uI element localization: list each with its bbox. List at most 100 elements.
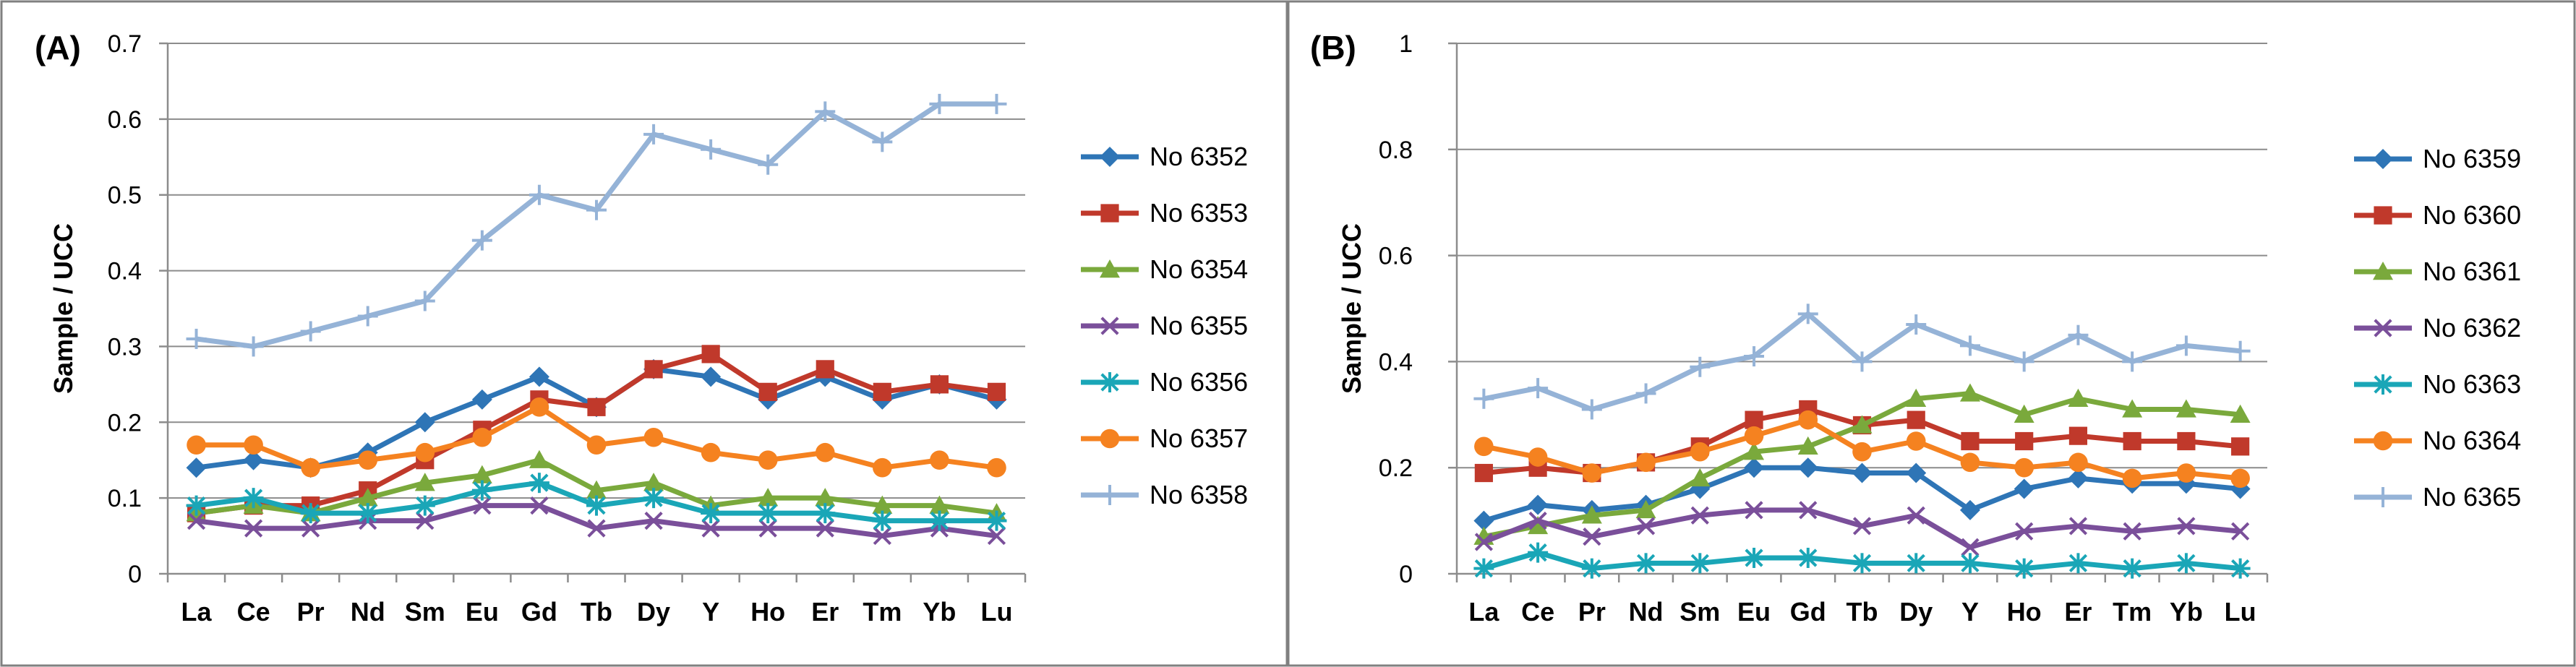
legend-item-no-6365: No 6365 xyxy=(2354,482,2521,512)
data-point xyxy=(1744,457,1765,478)
y-tick-label: 0.2 xyxy=(1379,455,1413,482)
data-point xyxy=(1473,558,1494,579)
data-point xyxy=(1581,505,1602,524)
panel-a: (A) 0 0.1 0.2 0.3 0.4 0.5 0.6 0.7 La Ce Pr Nd Sm Eu Gd T… xyxy=(35,29,1248,627)
data-point xyxy=(187,435,206,455)
series-no-6357 xyxy=(187,397,1006,478)
x-tick-label-gd: Gd xyxy=(521,597,557,627)
data-point xyxy=(471,465,492,483)
data-point xyxy=(301,519,320,538)
data-point xyxy=(1745,410,1763,429)
legend-marker xyxy=(2374,206,2392,225)
y-tick-label: 0 xyxy=(1399,561,1413,588)
data-point xyxy=(587,397,606,416)
legend-label: No 6353 xyxy=(1150,198,1248,228)
data-point xyxy=(529,184,549,205)
data-point xyxy=(2014,351,2034,372)
legend-marker xyxy=(2373,262,2393,280)
legend-marker xyxy=(2373,431,2393,451)
data-point xyxy=(357,503,378,524)
data-point xyxy=(1528,494,1549,515)
data-point xyxy=(758,154,779,175)
data-point xyxy=(2175,553,2196,574)
data-point xyxy=(2014,404,2034,423)
data-point xyxy=(1959,499,1980,520)
data-point xyxy=(301,457,320,478)
data-point xyxy=(1635,383,1656,404)
data-point xyxy=(929,510,950,531)
x-tick-label-tm: Tm xyxy=(2113,597,2152,627)
data-point xyxy=(873,457,892,478)
data-point xyxy=(2015,522,2034,541)
y-axis-title: Sample / UCC xyxy=(1337,223,1366,394)
data-point xyxy=(1906,314,1927,335)
y-axis-title: Sample / UCC xyxy=(48,223,78,394)
data-point xyxy=(1690,468,1711,487)
data-point xyxy=(1690,553,1711,574)
x-tick-label-ce: Ce xyxy=(1521,597,1554,627)
data-point xyxy=(644,360,663,379)
legend-marker xyxy=(2373,487,2393,507)
data-point xyxy=(2177,431,2196,451)
data-point xyxy=(2014,558,2034,579)
y-tick-label: 0 xyxy=(128,561,142,588)
x-tick-label-la: La xyxy=(1468,597,1499,627)
y-tick-label: 0.2 xyxy=(108,409,142,436)
data-point xyxy=(2068,553,2089,574)
data-point xyxy=(1744,426,1764,446)
data-point xyxy=(586,480,607,499)
data-point xyxy=(1528,447,1548,467)
legend-label: No 6363 xyxy=(2423,369,2521,399)
x-tick-label-nd: Nd xyxy=(351,597,385,627)
legend-item-no-6363: No 6363 xyxy=(2354,369,2521,399)
x-tick-label-y: Y xyxy=(1961,597,1979,627)
data-point xyxy=(586,435,607,455)
data-point xyxy=(2175,399,2196,418)
panel-label: (A) xyxy=(35,29,81,66)
x-tick-label-gd: Gd xyxy=(1790,597,1826,627)
data-point xyxy=(816,519,834,538)
legend-marker xyxy=(2374,319,2392,337)
data-point xyxy=(872,132,893,152)
legend-marker xyxy=(1100,372,1120,392)
y-tick-label: 0.4 xyxy=(108,258,142,285)
x-tick-label-dy: Dy xyxy=(637,597,670,627)
data-point xyxy=(1473,510,1494,531)
y-tick-label: 0.6 xyxy=(1379,243,1413,270)
data-point xyxy=(244,435,263,455)
data-point xyxy=(1852,517,1872,535)
data-point xyxy=(2231,522,2250,541)
x-tick-label-dy: Dy xyxy=(1899,597,1933,627)
data-point xyxy=(1690,356,1711,377)
y-tick-label: 0.4 xyxy=(1379,348,1413,376)
legend-label: No 6352 xyxy=(1150,142,1248,171)
data-point xyxy=(1852,442,1872,462)
legend-marker xyxy=(2373,374,2393,395)
data-point xyxy=(415,442,435,462)
legend-marker xyxy=(1100,259,1120,278)
data-point xyxy=(2176,463,2196,483)
data-point xyxy=(1852,462,1873,483)
data-point xyxy=(2122,351,2143,372)
data-point xyxy=(529,397,549,417)
x-tick-label-er: Er xyxy=(811,597,839,627)
data-point xyxy=(987,526,1006,546)
data-point xyxy=(2230,340,2251,361)
x-tick-label-pr: Pr xyxy=(297,597,325,627)
data-point xyxy=(1798,410,1818,430)
x-tick-label-la: La xyxy=(181,597,213,627)
panel-b-frame xyxy=(1287,0,2576,667)
data-point xyxy=(929,93,950,114)
data-point xyxy=(472,427,492,447)
data-point xyxy=(2068,452,2088,473)
data-point xyxy=(243,449,264,470)
data-point xyxy=(643,488,664,509)
data-point xyxy=(815,488,836,507)
legend-item-no-6354: No 6354 xyxy=(1081,254,1248,284)
data-point xyxy=(1528,542,1549,563)
data-point xyxy=(243,488,264,509)
data-point xyxy=(2231,437,2250,456)
data-point xyxy=(1690,506,1709,525)
